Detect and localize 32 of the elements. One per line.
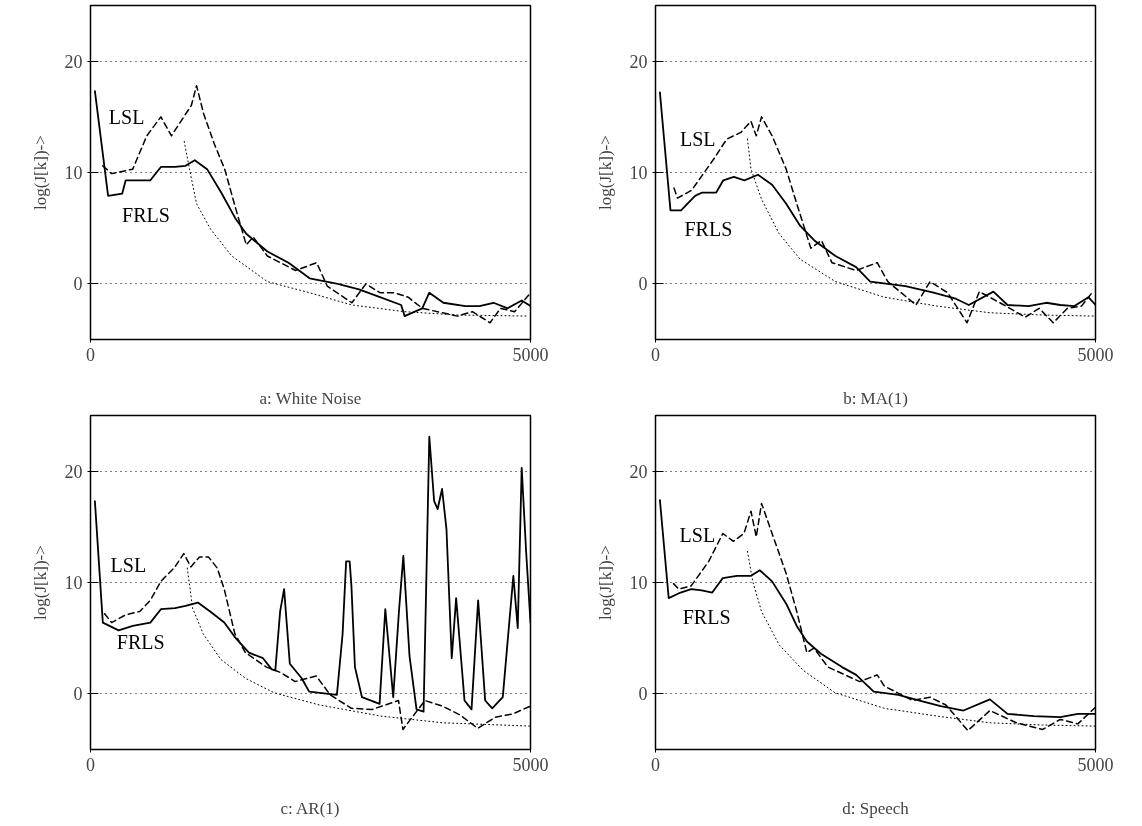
series-label: LSL: [679, 523, 716, 546]
series-label: FRLS: [684, 218, 733, 241]
y-axis-title: log(J[k])->: [595, 135, 615, 210]
y-tick-label: 10: [64, 163, 83, 183]
y-tick-label: 0: [73, 274, 83, 295]
y-tick-label: 0: [638, 274, 648, 295]
y-tick-label: 10: [629, 573, 648, 593]
y-tick-label: 10: [629, 163, 648, 183]
y-axis-title: log(J[k])->: [595, 545, 615, 620]
series-label: LSL: [108, 105, 145, 128]
x-axis-title: d: Speech: [842, 798, 910, 818]
series-label: LSL: [110, 553, 147, 576]
x-axis-title: b: MA(1): [843, 388, 908, 408]
x-tick-label: 5000: [512, 344, 549, 365]
x-axis-title: a: White Noise: [259, 388, 362, 408]
y-tick-label: 0: [638, 684, 648, 705]
series-label: FRLS: [122, 203, 170, 226]
x-tick-label: 5000: [1077, 754, 1114, 775]
y-tick-label: 0: [73, 684, 83, 705]
x-tick-label: 5000: [512, 754, 549, 775]
y-tick-label: 20: [629, 51, 648, 72]
series-label: LSL: [679, 128, 716, 151]
y-tick-label: 20: [64, 51, 83, 72]
x-tick-label: 5000: [1077, 344, 1114, 365]
y-tick-label: 20: [64, 461, 83, 482]
y-axis-title: log(J[k])->: [30, 135, 50, 210]
y-tick-label: 10: [64, 573, 83, 593]
series-label: FRLS: [682, 606, 731, 629]
y-tick-label: 20: [629, 461, 648, 482]
series-label: FRLS: [116, 630, 165, 653]
x-axis-title: c: AR(1): [280, 798, 340, 818]
y-axis-title: log(J[k])->: [30, 545, 50, 620]
